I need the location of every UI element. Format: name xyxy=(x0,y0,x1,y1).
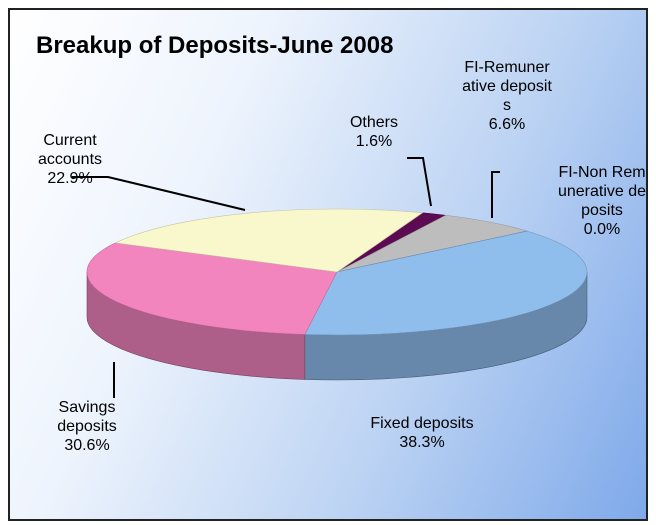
pie-sides xyxy=(86,271,588,381)
slice-value: 1.6% xyxy=(355,133,393,150)
slice-label: FI-Remunerative deposits 6.6% xyxy=(461,58,553,134)
slice-label: Others 1.6% xyxy=(329,113,419,151)
pie-slice xyxy=(304,230,588,336)
slice-label: FI-Non Remunerative deposits 0.0% xyxy=(556,163,647,239)
pie-tops xyxy=(86,208,588,336)
slice-value: 38.3% xyxy=(399,434,445,451)
slice-value: 0.0% xyxy=(583,221,621,238)
slice-name: Others xyxy=(349,114,398,131)
chart-panel: Breakup of Deposits-June 2008 Others 1.6%… xyxy=(8,8,648,521)
slice-value: 22.9% xyxy=(47,170,93,187)
pie-slice xyxy=(86,242,338,335)
slice-value: 6.6% xyxy=(488,116,526,133)
slice-label: Fixed deposits 38.3% xyxy=(367,414,477,452)
leader-line xyxy=(72,176,246,211)
slice-name: FI-Remunerative deposits xyxy=(462,59,552,114)
chart xyxy=(72,157,588,398)
leader-line xyxy=(407,157,432,207)
chart-title: Breakup of Deposits-June 2008 xyxy=(36,32,394,59)
slice-label: Savings deposits 30.6% xyxy=(37,398,137,455)
leader-lines xyxy=(72,157,500,398)
slice-label: Current accounts 22.9% xyxy=(25,131,115,188)
slice-name: Current accounts xyxy=(37,132,103,168)
slice-value: 30.6% xyxy=(64,437,110,454)
slice-name: Savings deposits xyxy=(57,399,117,435)
slice-name: FI-Non Remunerative deposits xyxy=(557,164,647,219)
pie-slice xyxy=(114,208,424,273)
leader-line xyxy=(491,171,500,218)
slice-name: Fixed deposits xyxy=(370,415,474,432)
